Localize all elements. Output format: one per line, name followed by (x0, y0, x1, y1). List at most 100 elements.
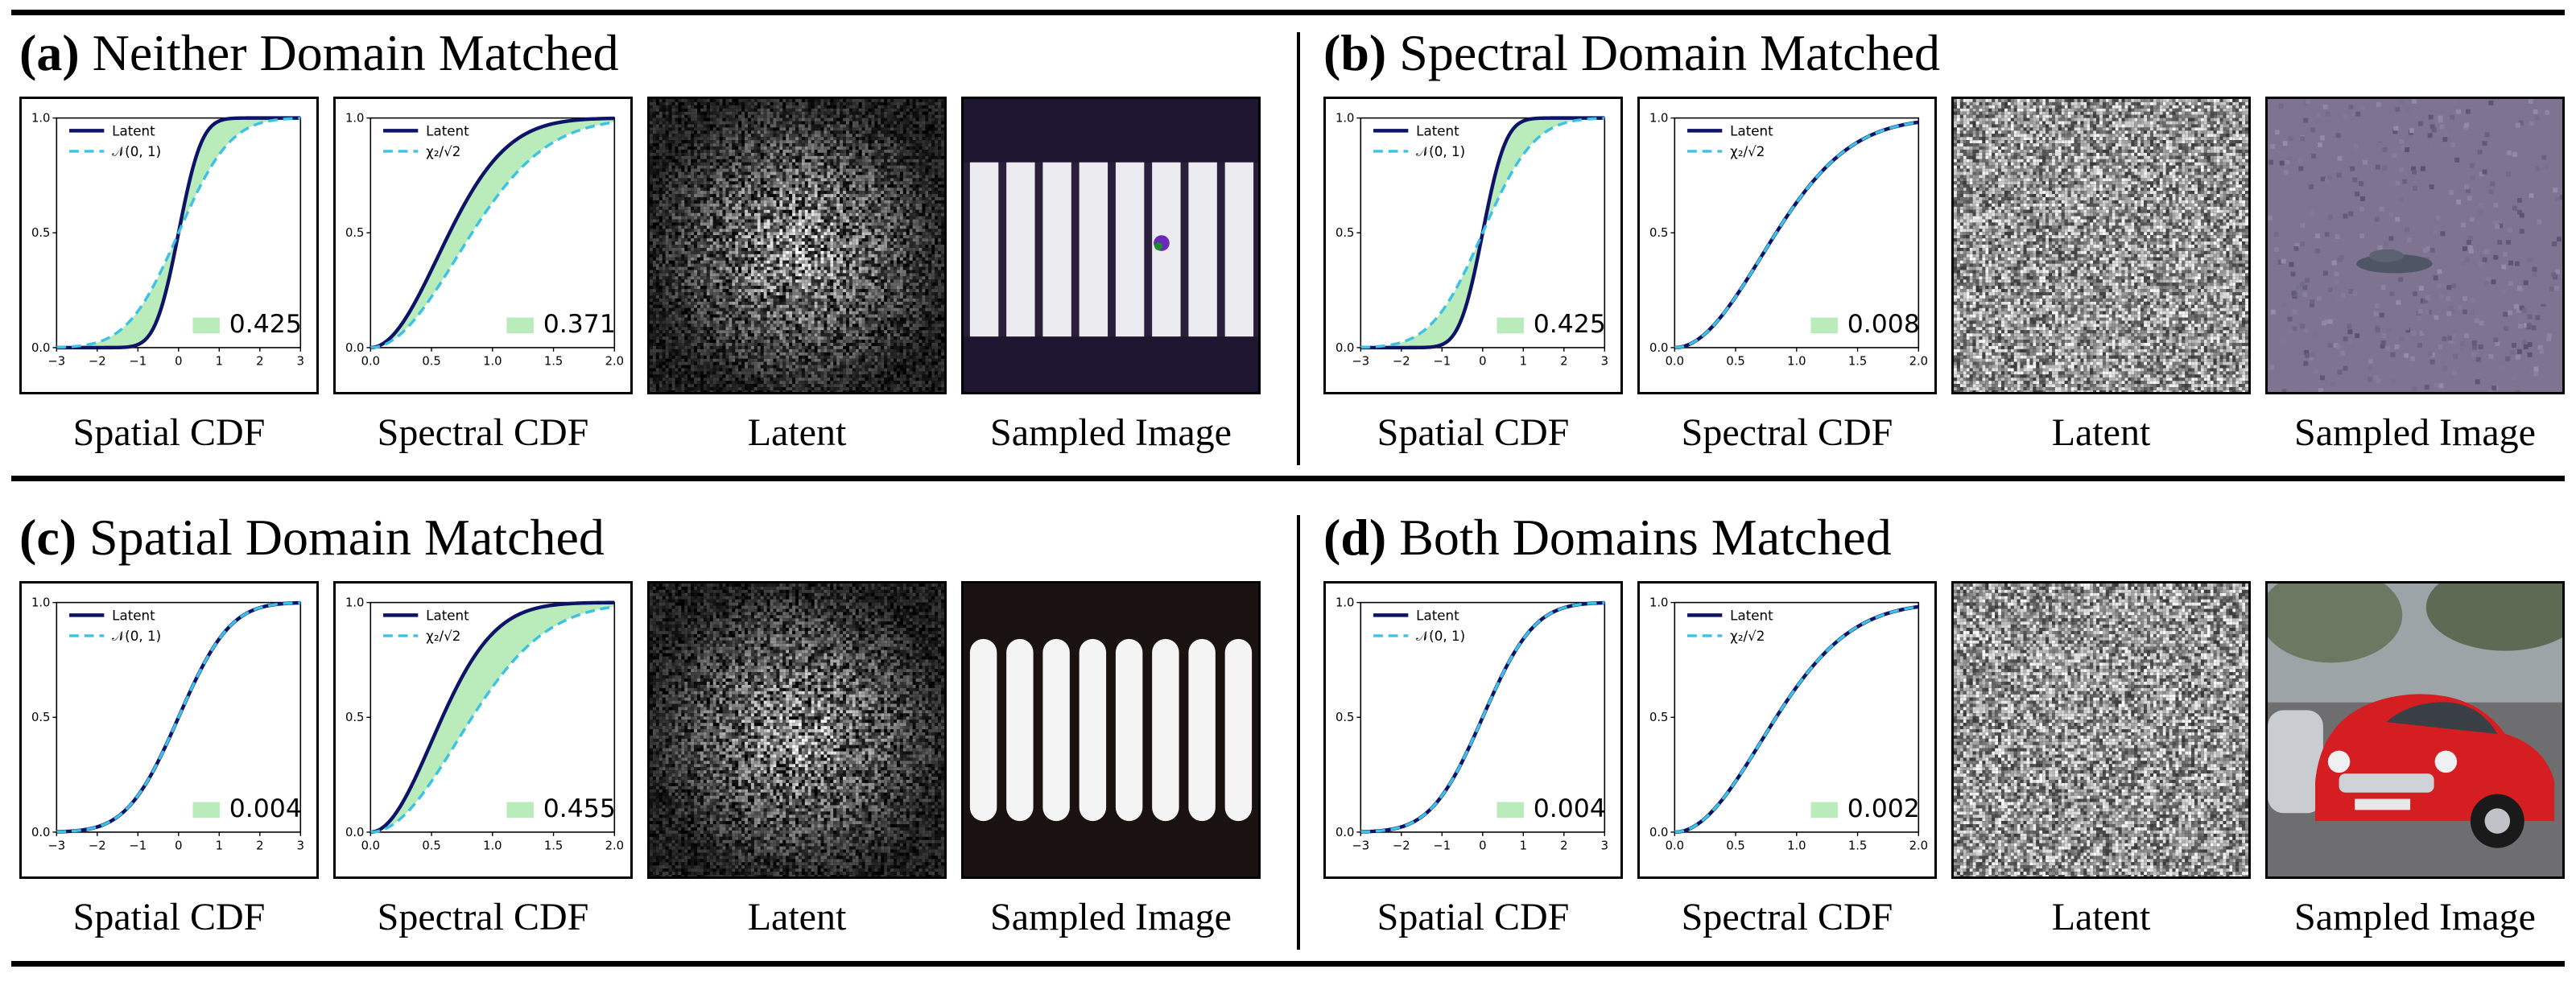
y-tick-label: 0.5 (1335, 711, 1354, 724)
y-tick-label: 1.0 (345, 112, 364, 126)
image-texture (2429, 184, 2434, 190)
image-texture (2270, 309, 2276, 315)
image-texture (2334, 295, 2339, 301)
image-texture (2468, 248, 2474, 254)
image-texture (2536, 249, 2541, 254)
image-texture (2343, 113, 2348, 119)
x-tick-label: −3 (1352, 839, 1369, 853)
image-glowing-bar (1188, 638, 1216, 822)
image-texture (2537, 344, 2543, 350)
x-tick-label: −3 (47, 839, 65, 853)
vertical-divider-bottom (1297, 515, 1300, 950)
image-texture (2438, 344, 2443, 349)
caption-spectral-cdf-c: Spectral CDF (333, 898, 633, 937)
panel-heading-b: Spectral Domain Matched (1399, 24, 1940, 81)
image-texture (2554, 286, 2560, 291)
image-texture (2303, 101, 2309, 106)
image-texture (2388, 236, 2394, 241)
image-texture (2447, 336, 2453, 341)
image-texture (2375, 328, 2380, 333)
legend-latent-label: Latent (112, 122, 155, 138)
image-texture (2442, 137, 2448, 142)
image-texture (2434, 382, 2439, 388)
x-tick-label: 1.0 (1787, 355, 1806, 369)
panel-heading-c: Spatial Domain Matched (89, 509, 605, 566)
image-texture (2467, 236, 2473, 241)
image-texture (2326, 175, 2332, 180)
reference-cdf-line (370, 121, 615, 349)
image-texture (2405, 227, 2410, 233)
image-texture (2479, 252, 2485, 258)
spectral-cdf-plot-b: 0.0 0.5 1.0 1.5 2.0 0.0 0.5 1.0 Latent χ₂/√2 0.008 (1637, 97, 1937, 394)
sampled-image-b (2265, 97, 2565, 394)
image-texture (2268, 215, 2273, 221)
image-texture (2499, 365, 2504, 370)
x-tick-label: −2 (89, 355, 106, 369)
image-texture (2297, 388, 2303, 392)
image-texture (2279, 160, 2285, 166)
image-texture (2401, 146, 2406, 151)
x-tick-label: 1.0 (483, 355, 502, 369)
image-texture (2465, 188, 2471, 194)
image-texture (2477, 149, 2483, 155)
image-texture (2504, 326, 2509, 332)
image-texture (2324, 232, 2330, 237)
x-tick-label: −2 (1393, 839, 1410, 853)
image-texture (2382, 147, 2388, 152)
image-texture (2510, 272, 2515, 278)
image-texture (2502, 290, 2508, 295)
image-texture (2337, 155, 2343, 161)
image-texture (2411, 166, 2416, 171)
y-tick-label: 0.0 (1649, 341, 1668, 355)
legend-latent-label: Latent (112, 607, 155, 623)
image-glowing-bar (1079, 638, 1107, 822)
image-texture (2417, 308, 2423, 314)
image-texture (2287, 156, 2293, 162)
latent-noise (1954, 99, 2248, 392)
image-texture (2535, 315, 2541, 320)
image-texture (2419, 331, 2425, 336)
caption-latent-b: Latent (1951, 414, 2251, 452)
image-texture (2335, 344, 2341, 349)
image-texture (2315, 248, 2320, 254)
image-texture (2360, 105, 2366, 110)
image-texture (2516, 307, 2521, 313)
spatial-cdf-plot-d: −3 −2 −1 0 1 2 3 0.0 0.5 1.0 Latent 𝒩(0, 1) 0.004 (1323, 581, 1623, 879)
image-texture (2399, 336, 2405, 342)
image-texture (2451, 334, 2457, 340)
image-texture (2376, 378, 2381, 384)
image-texture (2444, 132, 2450, 138)
y-tick-label: 1.0 (345, 596, 364, 610)
image-texture (2290, 271, 2296, 277)
image-texture (2380, 285, 2386, 291)
image-texture (2348, 289, 2354, 295)
image-texture (2405, 147, 2410, 152)
image-texture (2399, 167, 2405, 172)
legend-reference-label: χ₂/√2 (426, 628, 460, 644)
x-tick-label: 2.0 (605, 355, 624, 369)
image-texture (2410, 356, 2415, 361)
spectral-cdf-plot-d: 0.0 0.5 1.0 1.5 2.0 0.0 0.5 1.0 Latent χ₂/√2 0.002 (1637, 581, 1937, 879)
x-tick-label: −1 (129, 355, 147, 369)
metric-value: 0.004 (229, 794, 302, 823)
image-texture (2462, 295, 2467, 301)
image-texture (2547, 333, 2553, 339)
image-texture (2402, 179, 2408, 184)
top-rule (11, 10, 2565, 15)
image-texture (2331, 260, 2337, 266)
image-texture (2438, 115, 2443, 121)
plot-frame (1360, 601, 1606, 833)
image-texture (2465, 109, 2471, 114)
image-texture (2431, 127, 2437, 133)
image-texture (2405, 108, 2410, 113)
caption-sampled-image-b: Sampled Image (2265, 414, 2565, 452)
legend-latent-label: Latent (1416, 607, 1459, 623)
image-texture (2292, 309, 2297, 315)
sampled-image-a (961, 97, 1261, 394)
legend-latent-label: Latent (426, 607, 469, 623)
image-texture (2497, 240, 2503, 245)
image-background (2268, 99, 2562, 392)
image-texture (2460, 347, 2465, 353)
image-texture (2355, 333, 2360, 339)
image-texture (2464, 257, 2470, 262)
